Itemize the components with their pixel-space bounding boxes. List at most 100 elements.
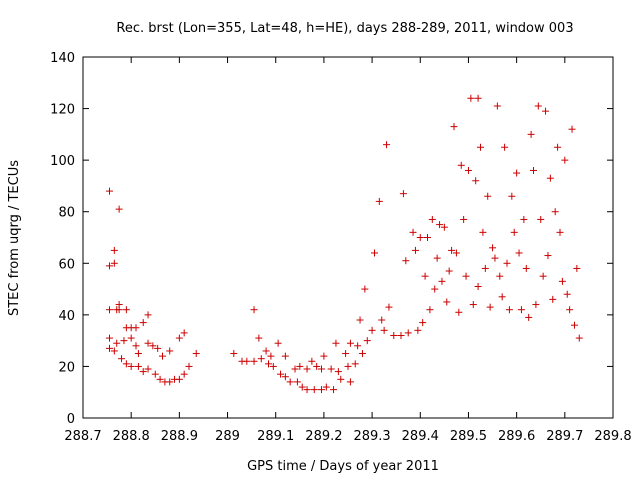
data-point (474, 94, 482, 102)
data-point (556, 228, 564, 236)
data-point (544, 252, 552, 260)
data-point (262, 347, 270, 355)
x-tick-label: 289.8 (594, 429, 631, 444)
data-point (515, 249, 523, 257)
data-point (402, 257, 410, 265)
data-point (409, 228, 417, 236)
data-point (549, 295, 557, 303)
data-point (265, 360, 272, 368)
data-point (132, 342, 140, 350)
data-point (438, 277, 446, 285)
data-point (424, 234, 431, 241)
data-point (344, 362, 352, 370)
data-point (180, 370, 188, 378)
x-tick-label: 289.1 (257, 429, 294, 444)
data-point (539, 272, 547, 280)
data-point (296, 362, 304, 370)
data-point (371, 249, 378, 257)
data-point (293, 378, 301, 386)
x-tick-label: 289.3 (353, 429, 390, 444)
data-point (310, 386, 318, 394)
data-point (542, 107, 550, 115)
data-point (144, 365, 152, 373)
data-point (134, 362, 142, 370)
data-point (436, 221, 444, 229)
data-point (431, 285, 439, 293)
data-point (127, 362, 135, 370)
data-point (257, 355, 265, 363)
data-point (113, 339, 121, 347)
data-point (308, 357, 316, 365)
data-point (110, 246, 118, 254)
y-tick-label: 0 (67, 412, 75, 427)
data-point (570, 321, 578, 329)
data-point (525, 313, 533, 321)
y-tick-label: 140 (50, 51, 75, 66)
data-point (151, 370, 159, 378)
data-point (573, 264, 581, 272)
x-tick-label: 289.2 (305, 429, 342, 444)
data-point (318, 365, 325, 373)
data-point (428, 215, 436, 223)
data-point (501, 143, 509, 151)
data-point (358, 350, 366, 358)
data-point (498, 293, 506, 301)
data-point (491, 254, 499, 262)
data-point (361, 285, 369, 293)
data-point (269, 362, 277, 370)
data-point (457, 161, 465, 169)
data-point (474, 282, 482, 290)
y-tick-label: 120 (50, 103, 75, 118)
data-point (421, 272, 429, 280)
data-point (332, 339, 340, 347)
x-tick-label: 288.9 (161, 429, 198, 444)
data-point (532, 301, 540, 309)
data-point (230, 350, 238, 358)
data-point (426, 306, 434, 314)
data-point (106, 306, 113, 314)
x-tick-label: 289 (215, 429, 240, 444)
data-point (455, 308, 463, 316)
data-point (313, 362, 321, 370)
data-point (106, 334, 113, 342)
data-point (149, 342, 157, 350)
data-point (144, 311, 152, 319)
data-point (330, 386, 338, 394)
data-point (399, 190, 407, 198)
data-point (277, 370, 285, 378)
x-tick-label: 289.7 (546, 429, 583, 444)
data-point (342, 350, 350, 358)
data-point (180, 329, 188, 337)
y-tick-label: 60 (58, 257, 75, 272)
data-point (411, 246, 419, 254)
data-point (120, 337, 128, 345)
data-point (546, 174, 554, 182)
data-point (452, 249, 460, 257)
data-point (185, 362, 193, 370)
data-point (166, 378, 174, 386)
data-point (154, 344, 162, 352)
data-point (110, 259, 118, 267)
data-point (464, 166, 472, 174)
data-point (416, 234, 424, 241)
data-point (106, 187, 113, 195)
data-point (537, 215, 545, 223)
data-point (508, 192, 516, 200)
y-axis-label: STEC from uqrg / TECUs (7, 160, 22, 316)
data-point (530, 166, 537, 174)
data-point (175, 334, 183, 342)
data-point (419, 319, 427, 327)
data-point (110, 347, 118, 355)
data-point (527, 130, 535, 138)
data-point (510, 228, 518, 236)
data-points (106, 94, 583, 394)
data-point (281, 352, 289, 360)
data-point (175, 375, 183, 383)
data-point (448, 246, 456, 254)
data-point (378, 316, 386, 324)
data-point (489, 244, 497, 252)
data-point (469, 301, 477, 309)
data-point (250, 306, 258, 314)
data-point (414, 326, 422, 334)
